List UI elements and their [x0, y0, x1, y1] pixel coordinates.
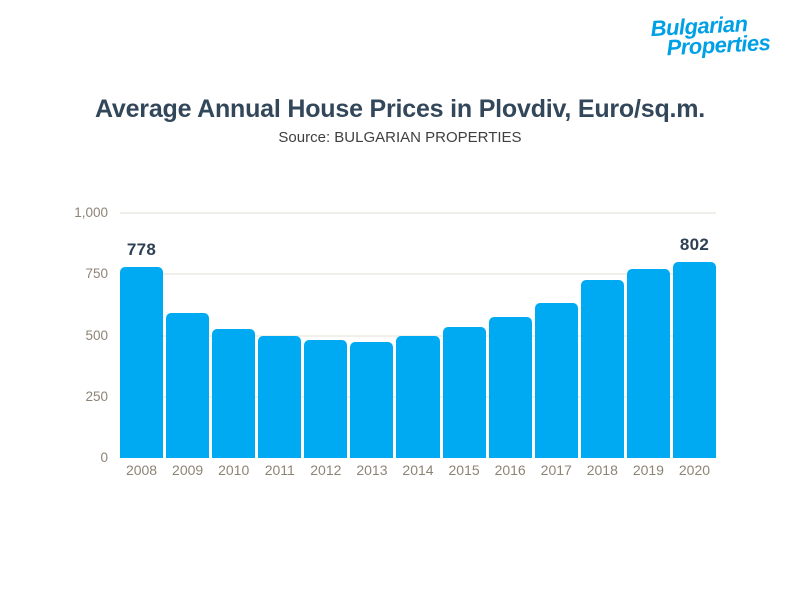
x-axis: 2008 2009 2010 2011 2012 2013 2014 2015 2016 2017… — [120, 462, 716, 479]
bar-slot-2020: 802 — [672, 213, 717, 458]
bar-2009 — [166, 313, 210, 458]
bar-2020 — [672, 261, 717, 458]
bar-slot-2010 — [212, 213, 256, 458]
chart-header: Average Annual House Prices in Plovdiv, … — [0, 94, 800, 147]
x-tick-label-2020: 2020 — [678, 462, 711, 478]
bar-2017 — [534, 302, 578, 458]
x-tick-label-2010: 2010 — [218, 462, 250, 478]
brand-logo: Bulgarian Properties — [650, 11, 772, 61]
x-tick-label-2015: 2015 — [448, 462, 480, 478]
bar-slot-2016 — [488, 213, 532, 458]
gridline-750 — [120, 273, 716, 276]
x-tick-label-2008: 2008 — [125, 462, 158, 478]
bar-2010 — [212, 328, 256, 458]
x-tick-label-2013: 2013 — [356, 462, 388, 478]
bar-2008 — [120, 267, 164, 458]
bar-2014 — [396, 336, 440, 458]
x-tick-label-2012: 2012 — [310, 462, 342, 478]
y-tick-label-750: 750 — [85, 266, 108, 282]
bar-2016 — [488, 316, 532, 458]
y-tick-label-0: 0 — [100, 450, 108, 465]
bar-2015 — [442, 327, 486, 458]
y-tick-label-250: 250 — [85, 388, 108, 404]
bar-2012 — [304, 340, 348, 458]
brand-logo-line2: Properties — [666, 29, 772, 61]
x-tick-label-2018: 2018 — [586, 462, 618, 478]
y-tick-label-500: 500 — [85, 327, 108, 343]
x-tick-label-2009: 2009 — [172, 462, 204, 478]
bar-slot-2009 — [166, 213, 210, 458]
gridline-500 — [120, 334, 716, 337]
bar-2018 — [580, 280, 624, 458]
bar-2013 — [350, 341, 394, 458]
x-tick-label-2014: 2014 — [402, 462, 434, 478]
bar-slot-2018 — [580, 213, 624, 458]
x-tick-label-2016: 2016 — [494, 462, 526, 478]
chart-source: Source: BULGARIAN PROPERTIES — [278, 129, 522, 146]
bar-value-label-2008: 778 — [126, 240, 157, 260]
bars-row: 778 802 — [120, 213, 717, 458]
bar-slot-2013 — [350, 213, 394, 458]
bar-2019 — [626, 268, 670, 458]
chart-title: Average Annual House Prices in Plovdiv, … — [94, 95, 706, 123]
x-tick-label-2019: 2019 — [632, 462, 664, 478]
bar-slot-2011 — [258, 213, 302, 458]
x-tick-label-2017: 2017 — [540, 462, 572, 478]
bar-slot-2014 — [396, 213, 440, 458]
bar-slot-2015 — [442, 213, 486, 458]
y-tick-label-1000: 1,000 — [74, 205, 108, 220]
bar-2011 — [258, 336, 302, 458]
gridline-1000 — [120, 212, 716, 214]
x-tick-label-2011: 2011 — [264, 462, 295, 478]
bar-value-label-2020: 802 — [679, 234, 710, 254]
bar-slot-2017 — [534, 213, 578, 458]
bar-slot-2019 — [626, 213, 670, 458]
bar-slot-2012 — [304, 213, 348, 458]
bar-slot-2008: 778 — [120, 213, 164, 458]
y-axis: 0 250 500 750 1,000 — [0, 205, 108, 465]
plot-area: 778 802 — [120, 212, 717, 458]
